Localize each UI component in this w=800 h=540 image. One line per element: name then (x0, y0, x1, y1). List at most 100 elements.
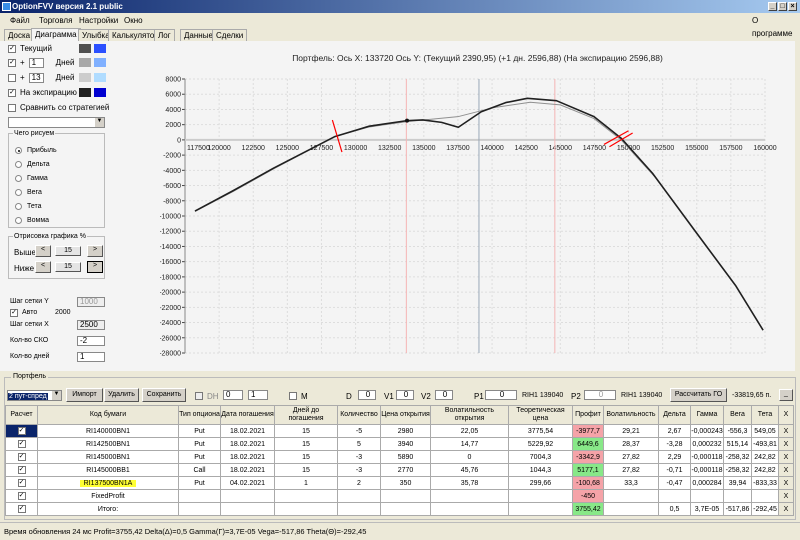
cell-gamma[interactable]: -0,000243 (690, 424, 724, 438)
cell-vol[interactable]: 27,82 (603, 450, 659, 464)
cell-gamma[interactable]: -0,000118 (690, 463, 724, 477)
d-input[interactable]: 0 (358, 390, 376, 400)
above-decrease-button[interactable]: < (35, 245, 51, 257)
calc-checkbox-cell[interactable]: ✓ (5, 463, 38, 477)
cell-profit[interactable]: 5177,1 (572, 463, 604, 477)
cell-days[interactable] (274, 489, 338, 503)
import-button[interactable]: Импорт (66, 388, 103, 402)
cell-vega[interactable] (723, 489, 752, 503)
calc-checkbox[interactable]: ✓ (17, 478, 26, 487)
cell-gamma[interactable] (690, 489, 724, 503)
cell-vol_open[interactable] (430, 489, 509, 503)
cell-profit[interactable]: 6449,6 (572, 437, 604, 451)
remove-row-button[interactable]: X (778, 450, 794, 464)
plus13-color-swatch[interactable] (79, 73, 91, 82)
cell-vol_open[interactable]: 45,76 (430, 463, 509, 477)
column-header[interactable]: Волатильность (603, 405, 659, 425)
cell-date[interactable] (220, 489, 275, 503)
dh-stepper-2[interactable]: 1 (248, 390, 268, 400)
tab-board[interactable]: Доска (4, 29, 35, 41)
cell-qty[interactable] (337, 502, 381, 516)
radio-1[interactable]: Дельта (15, 161, 50, 168)
cell-theo[interactable] (508, 489, 573, 503)
cell-code[interactable]: FixedProfit (37, 489, 179, 503)
cell-vol_open[interactable]: 35,78 (430, 476, 509, 490)
cell-code[interactable]: RI145000BB1 (37, 463, 179, 477)
sko-input[interactable]: -2 (77, 336, 105, 346)
cell-theo[interactable]: 7004,3 (508, 450, 573, 464)
cell-vega[interactable]: -517,86 (723, 502, 752, 516)
tab-log[interactable]: Лог (154, 29, 175, 41)
radio-button[interactable] (15, 147, 22, 154)
cell-profit[interactable]: -3342,9 (572, 450, 604, 464)
plus1-checkbox[interactable]: ✓ (8, 58, 16, 67)
column-header[interactable]: Гамма (690, 405, 724, 425)
cell-profit[interactable]: -450 (572, 489, 604, 503)
plus1-days-input[interactable]: 1 (28, 57, 44, 68)
cell-code[interactable]: RI145000BN1 (37, 450, 179, 464)
cell-type[interactable]: Put (178, 437, 221, 451)
current-checkbox[interactable]: ✓ (8, 44, 16, 53)
grid-x-input[interactable]: 2500 (77, 320, 105, 330)
menu-trading[interactable]: Торговля (39, 16, 73, 25)
cell-vol[interactable]: 33,3 (603, 476, 659, 490)
radio-button[interactable] (15, 203, 22, 210)
cell-gamma[interactable]: 0,000232 (690, 437, 724, 451)
column-header[interactable]: Дата погашения (220, 405, 275, 425)
cell-vol[interactable]: 27,82 (603, 463, 659, 477)
cell-profit[interactable]: 3755,42 (572, 502, 604, 516)
table-row[interactable]: ✓ RI145000BB1 Call 18.02.2021 15 -3 2770 45,76 1… (5, 463, 794, 477)
table-row[interactable]: ✓ RI140000BN1 Put 18.02.2021 15 -5 2980 22,05 37… (5, 424, 794, 438)
calc-checkbox-cell[interactable]: ✓ (5, 502, 38, 516)
cell-vega[interactable]: 515,14 (723, 437, 752, 451)
cell-theo[interactable]: 1044,3 (508, 463, 573, 477)
calc-checkbox[interactable]: ✓ (17, 504, 26, 513)
cell-delta[interactable]: -3,28 (658, 437, 691, 451)
cell-theta[interactable]: 242,82 (751, 463, 779, 477)
cell-days[interactable]: 15 (274, 437, 338, 451)
cell-vega[interactable]: -556,3 (723, 424, 752, 438)
cell-delta[interactable]: 0,5 (658, 502, 691, 516)
cell-qty[interactable] (337, 489, 381, 503)
radio-button[interactable] (15, 189, 22, 196)
cell-delta[interactable] (658, 489, 691, 503)
column-header[interactable]: Вега (723, 405, 752, 425)
above-increase-button[interactable]: > (87, 245, 103, 257)
strategy-dropdown[interactable]: 2 пут-спред ▼ (7, 390, 62, 401)
cell-vol_open[interactable]: 22,05 (430, 424, 509, 438)
column-header[interactable]: Код бумаги (37, 405, 179, 425)
calc-checkbox-cell[interactable]: ✓ (5, 424, 38, 438)
cell-delta[interactable]: -0,47 (658, 476, 691, 490)
radio-button[interactable] (15, 217, 22, 224)
days-count-input[interactable]: 1 (77, 352, 105, 362)
strategy-select[interactable]: ▼ (8, 117, 105, 128)
cell-delta[interactable]: -0,71 (658, 463, 691, 477)
cell-theo[interactable] (508, 502, 573, 516)
remove-row-button[interactable]: X (778, 489, 794, 503)
calc-checkbox[interactable]: ✓ (17, 439, 26, 448)
column-header[interactable]: Профит (572, 405, 604, 425)
dh-checkbox[interactable] (195, 392, 203, 400)
calc-checkbox[interactable]: ✓ (17, 465, 26, 474)
cell-days[interactable]: 15 (274, 463, 338, 477)
column-header[interactable]: Расчет (5, 405, 38, 425)
cell-type[interactable]: Put (178, 476, 221, 490)
auto-checkbox[interactable]: ✓ (10, 309, 18, 317)
menu-file[interactable]: Файл (10, 16, 30, 25)
below-increase-button[interactable]: > (87, 261, 103, 273)
cell-type[interactable]: Call (178, 463, 221, 477)
v2-input[interactable]: 0 (435, 390, 453, 400)
cell-theo[interactable]: 299,66 (508, 476, 573, 490)
column-header[interactable]: Дней до погашения (274, 405, 338, 425)
column-header[interactable]: Тета (751, 405, 779, 425)
cell-price[interactable] (380, 502, 431, 516)
radio-button[interactable] (15, 161, 22, 168)
cell-days[interactable]: 1 (274, 476, 338, 490)
delete-button[interactable]: Удалить (104, 388, 139, 402)
cell-gamma[interactable]: 3,7E-05 (690, 502, 724, 516)
cell-price[interactable]: 3940 (380, 437, 431, 451)
cell-theo[interactable]: 5229,92 (508, 437, 573, 451)
cell-type[interactable] (178, 502, 221, 516)
cell-price[interactable] (380, 489, 431, 503)
cell-qty[interactable]: 5 (337, 437, 381, 451)
